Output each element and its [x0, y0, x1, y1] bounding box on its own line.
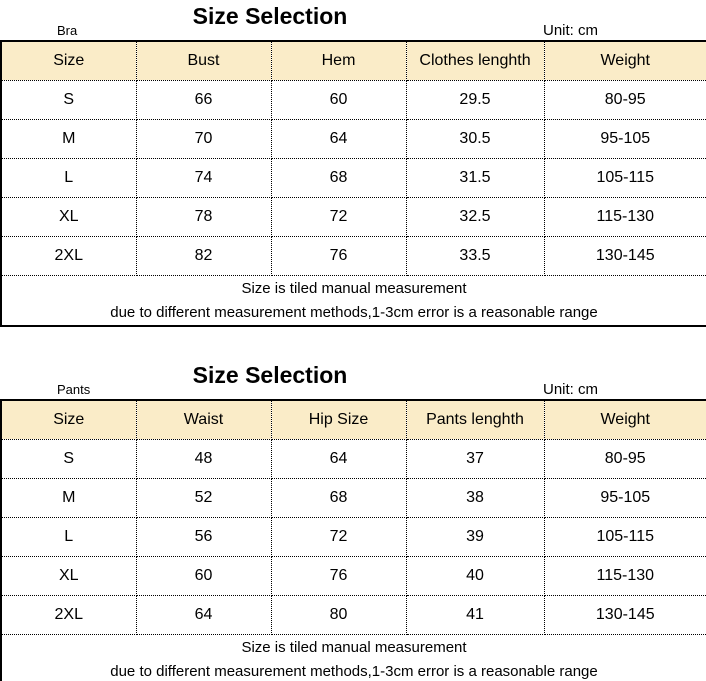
- bra-size-table: Size Bust Hem Clothes lenghth Weight S 6…: [0, 40, 706, 327]
- cell: 78: [135, 197, 272, 237]
- pants-unit-label: Unit: cm: [543, 381, 599, 398]
- cell: 76: [270, 236, 407, 276]
- cell: XL: [0, 556, 137, 596]
- cell: XL: [0, 197, 137, 237]
- cell: 76: [270, 556, 407, 596]
- cell: 2XL: [0, 595, 137, 635]
- cell: M: [0, 119, 137, 159]
- footnote-line-2: due to different measurement methods,1-3…: [110, 304, 598, 321]
- cell: 74: [135, 158, 272, 198]
- column-header-weight: Weight: [543, 399, 706, 440]
- cell: S: [0, 80, 137, 120]
- cell: 72: [270, 517, 407, 557]
- cell: S: [0, 439, 137, 479]
- cell: 37: [405, 439, 545, 479]
- cell: 130-145: [543, 595, 706, 635]
- bra-row-s: S 66 60 29.5 80-95: [0, 80, 706, 120]
- cell: 95-105: [543, 119, 706, 159]
- cell: 48: [135, 439, 272, 479]
- cell: 80-95: [543, 439, 706, 479]
- cell: 64: [135, 595, 272, 635]
- cell: 41: [405, 595, 545, 635]
- column-header-size: Size: [0, 399, 137, 440]
- cell: 33.5: [405, 236, 545, 276]
- pants-row-l: L 56 72 39 105-115: [0, 517, 706, 557]
- bra-row-m: M 70 64 30.5 95-105: [0, 119, 706, 159]
- column-header-hip-size: Hip Size: [270, 399, 407, 440]
- pants-header-row: Size Waist Hip Size Pants lenghth Weight: [0, 399, 706, 440]
- footnote-line-1: Size is tiled manual measurement: [241, 639, 467, 656]
- pants-footnote-row: Size is tiled manual measurement due to …: [0, 634, 706, 681]
- column-header-size: Size: [0, 40, 137, 81]
- cell: 130-145: [543, 236, 706, 276]
- cell: 60: [270, 80, 407, 120]
- pants-row-s: S 48 64 37 80-95: [0, 439, 706, 479]
- bra-unit-label: Unit: cm: [543, 22, 599, 39]
- bra-footnote-row: Size is tiled manual measurement due to …: [0, 275, 706, 327]
- cell: 29.5: [405, 80, 545, 120]
- cell: 70: [135, 119, 272, 159]
- cell: 40: [405, 556, 545, 596]
- cell: 30.5: [405, 119, 545, 159]
- pants-category-label: Pants: [57, 382, 91, 397]
- cell: 68: [270, 158, 407, 198]
- footnote-cell: Size is tiled manual measurement due to …: [0, 275, 706, 327]
- bra-section-title: Size Selection: [192, 3, 348, 29]
- bra-header-row: Size Bust Hem Clothes lenghth Weight: [0, 40, 706, 81]
- cell: 115-130: [543, 556, 706, 596]
- bra-row-2xl: 2XL 82 76 33.5 130-145: [0, 236, 706, 276]
- column-header-clothes-length: Clothes lenghth: [405, 40, 545, 81]
- cell: M: [0, 478, 137, 518]
- bra-category-label: Bra: [57, 23, 78, 38]
- cell: 105-115: [543, 517, 706, 557]
- cell: 64: [270, 119, 407, 159]
- cell: 105-115: [543, 158, 706, 198]
- pants-row-xl: XL 60 76 40 115-130: [0, 556, 706, 596]
- cell: 38: [405, 478, 545, 518]
- bra-section-head: Bra Size Selection Unit: cm: [0, 0, 706, 40]
- pants-section-title: Size Selection: [192, 362, 348, 388]
- pants-section-head: Pants Size Selection Unit: cm: [0, 359, 706, 399]
- cell: 80-95: [543, 80, 706, 120]
- bra-row-l: L 74 68 31.5 105-115: [0, 158, 706, 198]
- cell: 2XL: [0, 236, 137, 276]
- column-header-pants-length: Pants lenghth: [405, 399, 545, 440]
- column-header-bust: Bust: [135, 40, 272, 81]
- pants-row-2xl: 2XL 64 80 41 130-145: [0, 595, 706, 635]
- cell: 52: [135, 478, 272, 518]
- pants-row-m: M 52 68 38 95-105: [0, 478, 706, 518]
- cell: L: [0, 517, 137, 557]
- cell: 31.5: [405, 158, 545, 198]
- cell: 95-105: [543, 478, 706, 518]
- pants-size-table: Size Waist Hip Size Pants lenghth Weight…: [0, 399, 706, 681]
- cell: 80: [270, 595, 407, 635]
- cell: 60: [135, 556, 272, 596]
- cell: L: [0, 158, 137, 198]
- cell: 82: [135, 236, 272, 276]
- footnote-line-1: Size is tiled manual measurement: [241, 280, 467, 297]
- footnote-line-2: due to different measurement methods,1-3…: [110, 663, 598, 680]
- column-header-weight: Weight: [543, 40, 706, 81]
- cell: 72: [270, 197, 407, 237]
- cell: 115-130: [543, 197, 706, 237]
- cell: 56: [135, 517, 272, 557]
- footnote-cell: Size is tiled manual measurement due to …: [0, 634, 706, 681]
- column-header-hem: Hem: [270, 40, 407, 81]
- cell: 64: [270, 439, 407, 479]
- cell: 32.5: [405, 197, 545, 237]
- cell: 66: [135, 80, 272, 120]
- column-header-waist: Waist: [135, 399, 272, 440]
- cell: 39: [405, 517, 545, 557]
- bra-row-xl: XL 78 72 32.5 115-130: [0, 197, 706, 237]
- cell: 68: [270, 478, 407, 518]
